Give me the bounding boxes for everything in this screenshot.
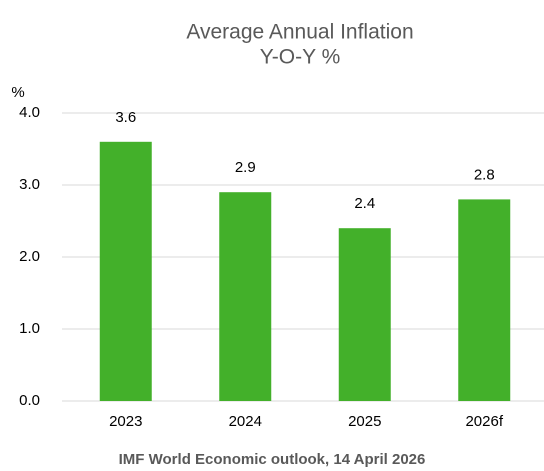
data-label: 3.6: [115, 109, 136, 126]
x-tick-label: 2023: [109, 413, 142, 430]
x-tick-label: 2024: [229, 413, 262, 430]
y-tick-label: 4.0: [19, 104, 40, 121]
bar: [338, 228, 391, 401]
x-tick-label: 2026f: [465, 413, 503, 430]
y-tick-label: 0.0: [19, 392, 40, 409]
chart-title: Average Annual Inflation: [186, 21, 413, 44]
y-tick-label: 1.0: [19, 320, 40, 337]
y-tick-label: 3.0: [19, 176, 40, 193]
x-tick-label: 2025: [348, 413, 381, 430]
y-tick-label: 2.0: [19, 248, 40, 265]
bar: [99, 141, 152, 402]
data-label: 2.9: [235, 159, 256, 176]
bar: [458, 199, 511, 401]
chart-subtitle: Y-O-Y %: [260, 46, 341, 69]
source-note: IMF World Economic outlook, 14 April 202…: [119, 451, 426, 468]
data-label: 2.8: [474, 166, 495, 183]
data-label: 2.4: [354, 195, 375, 212]
bar: [219, 192, 272, 401]
y-axis-label: %: [11, 84, 24, 101]
